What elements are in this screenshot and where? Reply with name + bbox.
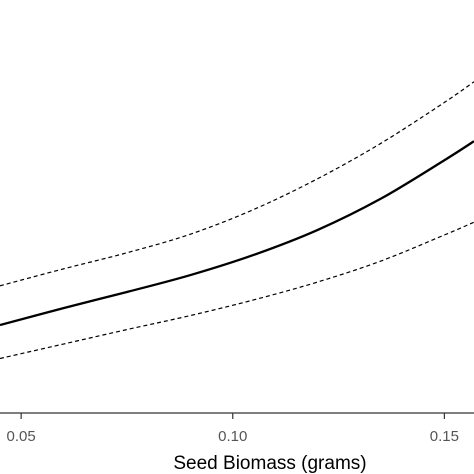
x-tick-label: 0.15 bbox=[430, 428, 459, 445]
x-tick-label: 0.05 bbox=[7, 428, 36, 445]
x-axis-title: Seed Biomass (grams) bbox=[173, 453, 366, 474]
series-line-upper-bound bbox=[0, 81, 474, 287]
series-line-lower-bound bbox=[0, 221, 474, 360]
series-layer bbox=[0, 81, 474, 360]
x-ticks: 0.05 0.10 0.15 bbox=[7, 413, 459, 445]
series-line-fit bbox=[0, 140, 474, 327]
x-tick-label: 0.10 bbox=[218, 428, 247, 445]
